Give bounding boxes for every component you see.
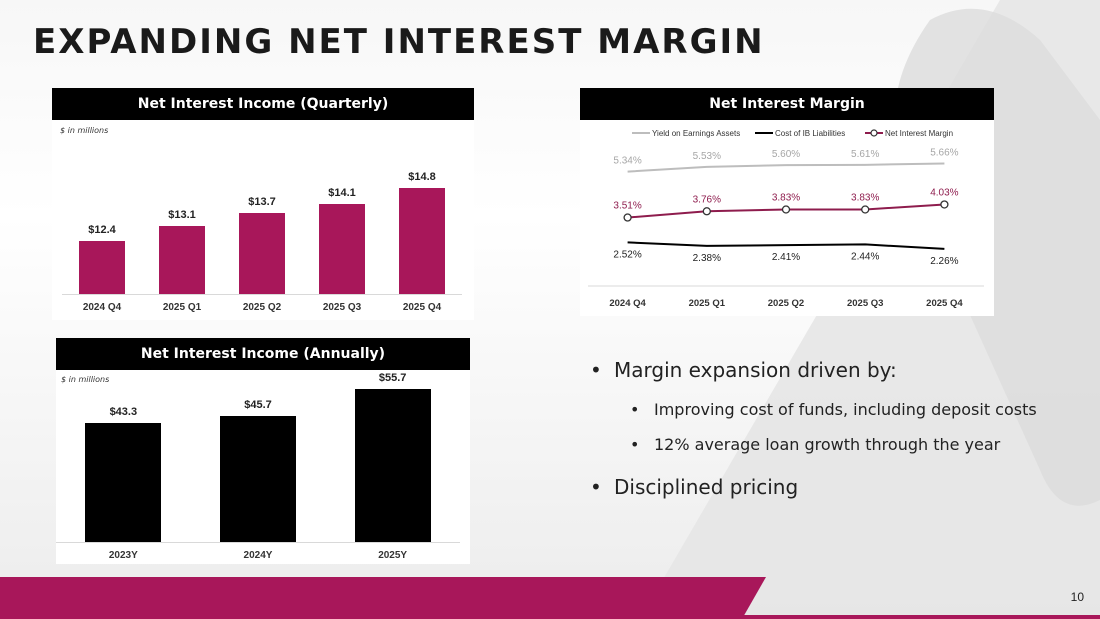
nim-panel: Net Interest Margin Yield on Earnings As…	[580, 88, 994, 316]
data-label: 3.51%	[613, 201, 641, 212]
data-label: 2.41%	[772, 252, 800, 263]
bullet-margin-expansion: • Margin expansion driven by:	[590, 358, 897, 382]
bar	[354, 388, 431, 542]
legend-marker	[870, 129, 878, 137]
data-label: 5.53%	[693, 151, 721, 162]
bar-value-label: $43.3	[109, 405, 138, 418]
bullet-disciplined-pricing: • Disciplined pricing	[590, 475, 798, 499]
bullet-text: 12% average loan growth through the year	[654, 435, 1001, 454]
data-label: 4.03%	[930, 187, 958, 198]
bar-value-label: $13.7	[248, 195, 276, 208]
data-point	[702, 207, 711, 216]
bottom-brand-band	[0, 577, 1100, 619]
data-label: 5.60%	[772, 149, 800, 160]
nii-quarterly-chart: $12.4 2024 Q4 $13.1 2025 Q1 $13.7 2025 Q2 $14.…	[52, 120, 474, 320]
bullet-dot-icon: •	[590, 358, 602, 382]
bar	[79, 241, 125, 294]
nii-annual-units: $ in millions	[61, 375, 110, 384]
nii-quarterly-units: $ in millions	[60, 126, 109, 135]
x-tick-label: 2025 Q3	[322, 302, 362, 313]
bar	[85, 422, 162, 542]
series-line	[627, 162, 945, 173]
bullet-loan-growth: • 12% average loan growth through the ye…	[630, 435, 1000, 454]
data-label: 2.26%	[930, 256, 958, 267]
bullet-dot-icon: •	[590, 475, 602, 499]
data-label: 3.83%	[772, 193, 800, 204]
bar	[319, 203, 365, 294]
bullet-text: Improving cost of funds, including depos…	[654, 400, 1037, 419]
data-label: 5.61%	[851, 149, 879, 160]
bar	[399, 188, 445, 294]
data-point	[861, 205, 870, 214]
bullet-dot-icon: •	[630, 435, 640, 454]
bar-value-label: $55.7	[378, 371, 407, 384]
data-label: 2.38%	[693, 253, 721, 264]
nii-annual-chart: $43.3 2023Y $45.7 2024Y $55.7 2025Y	[56, 370, 470, 564]
x-tick-label: 2025 Q2	[242, 302, 282, 313]
nim-title: Net Interest Margin	[580, 88, 994, 120]
bar-value-label: $13.1	[168, 208, 196, 221]
x-tick-label: 2024Y	[243, 550, 273, 561]
nim-chart: Yield on Earnings Assets Cost of IB Liabi…	[588, 129, 984, 309]
bar-value-label: $14.8	[408, 171, 436, 184]
x-tick-label: 2025 Q3	[847, 298, 883, 309]
nii-quarterly-panel: Net Interest Income (Quarterly) $ in mil…	[52, 88, 474, 320]
data-point	[623, 213, 632, 222]
x-tick-label: 2025 Q4	[926, 298, 963, 309]
x-tick-label: 2025 Q2	[768, 298, 804, 309]
page-title: EXPANDING NET INTEREST MARGIN	[33, 22, 765, 62]
data-label: 2.52%	[613, 249, 641, 260]
bullet-text: Disciplined pricing	[614, 475, 799, 499]
nii-annual-title: Net Interest Income (Annually)	[56, 338, 470, 370]
bar	[159, 225, 205, 294]
bar	[239, 212, 285, 294]
data-label: 2.44%	[851, 251, 879, 262]
data-point	[781, 205, 791, 214]
x-tick-label: 2023Y	[108, 550, 138, 561]
x-axis-line	[62, 294, 462, 295]
page-number: 10	[1070, 590, 1084, 604]
bar-value-label: $45.7	[244, 399, 272, 412]
series-line	[627, 241, 945, 250]
bar-value-label: $12.4	[88, 224, 116, 237]
legend-label: Net Interest Margin	[885, 129, 953, 138]
data-label: 3.76%	[693, 194, 721, 205]
bar-value-label: $14.1	[328, 186, 356, 199]
x-tick-label: 2025 Q1	[689, 298, 726, 309]
data-point	[940, 200, 949, 209]
data-label: 5.66%	[930, 148, 958, 159]
bullet-cost-of-funds: • Improving cost of funds, including dep…	[630, 400, 1037, 419]
bar	[220, 416, 296, 542]
x-tick-label: 2024 Q4	[609, 298, 646, 309]
nii-quarterly-title: Net Interest Income (Quarterly)	[52, 88, 474, 120]
x-tick-label: 2024 Q4	[82, 302, 122, 313]
legend-label: Yield on Earnings Assets	[652, 129, 740, 138]
bullet-dot-icon: •	[630, 400, 640, 419]
x-axis-line	[56, 542, 460, 543]
x-tick-label: 2025Y	[378, 550, 408, 561]
legend-label: Cost of IB Liabilities	[775, 129, 845, 138]
data-label: 5.34%	[613, 156, 641, 167]
nii-annual-panel: Net Interest Income (Annually) $ in mill…	[56, 338, 470, 564]
bullet-text: Margin expansion driven by:	[614, 358, 897, 382]
x-tick-label: 2025 Q1	[162, 302, 202, 313]
x-tick-label: 2025 Q4	[402, 302, 442, 313]
data-label: 3.83%	[851, 193, 879, 204]
